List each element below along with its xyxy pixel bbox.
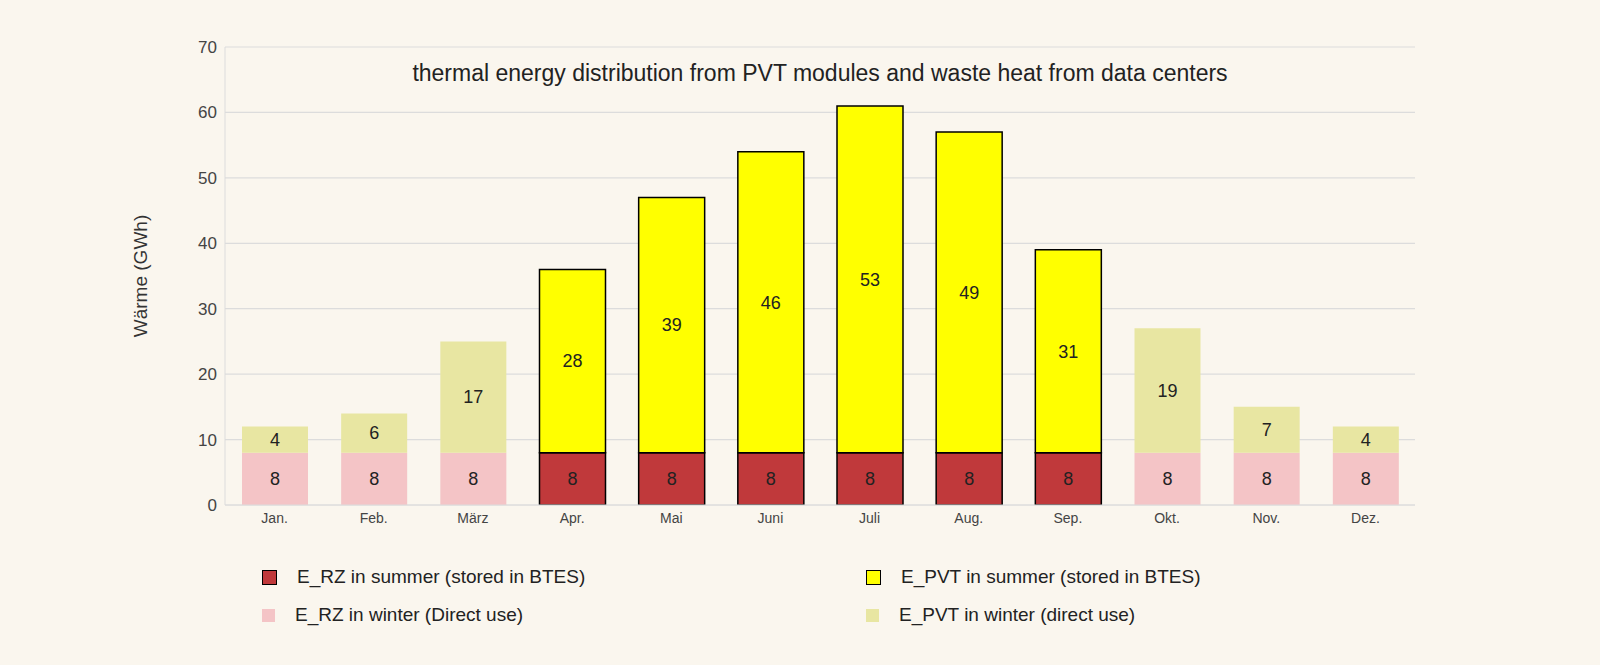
svg-text:8: 8 — [567, 469, 577, 489]
svg-text:Juli: Juli — [859, 510, 880, 526]
svg-text:53: 53 — [860, 270, 880, 290]
svg-text:60: 60 — [198, 103, 217, 122]
svg-text:8: 8 — [1063, 469, 1073, 489]
svg-text:49: 49 — [959, 283, 979, 303]
svg-text:8: 8 — [865, 469, 875, 489]
svg-text:Feb.: Feb. — [360, 510, 388, 526]
svg-text:8: 8 — [1162, 469, 1172, 489]
svg-text:70: 70 — [198, 38, 217, 57]
svg-text:46: 46 — [761, 293, 781, 313]
svg-text:28: 28 — [562, 351, 582, 371]
svg-text:6: 6 — [369, 423, 379, 443]
svg-text:Mai: Mai — [660, 510, 683, 526]
svg-text:8: 8 — [1361, 469, 1371, 489]
html-text:E_PVT in summer (stored in BTE: E_PVT in summer (stored in BTES) — [901, 566, 1201, 587]
svg-text:31: 31 — [1058, 342, 1078, 362]
svg-text:März: März — [457, 510, 488, 526]
svg-text:39: 39 — [662, 315, 682, 335]
svg-text:8: 8 — [468, 469, 478, 489]
svg-text:Dez.: Dez. — [1351, 510, 1380, 526]
svg-text:8: 8 — [369, 469, 379, 489]
html-text:E_RZ in summer (stored in BTES: E_RZ in summer (stored in BTES) — [297, 566, 586, 587]
svg-text:20: 20 — [198, 365, 217, 384]
svg-text:8: 8 — [270, 469, 280, 489]
svg-text:19: 19 — [1157, 381, 1177, 401]
svg-text:8: 8 — [667, 469, 677, 489]
svg-text:40: 40 — [198, 234, 217, 253]
html-text:E_RZ in winter (Direct use): E_RZ in winter (Direct use) — [295, 604, 524, 625]
svg-text:Juni: Juni — [758, 510, 784, 526]
svg-text:Apr.: Apr. — [560, 510, 585, 526]
svg-text:17: 17 — [463, 387, 483, 407]
svg-text:50: 50 — [198, 169, 217, 188]
svg-text:8: 8 — [964, 469, 974, 489]
svg-text:30: 30 — [198, 300, 217, 319]
svg-text:8: 8 — [1262, 469, 1272, 489]
svg-text:Nov.: Nov. — [1252, 510, 1280, 526]
svg-text:Sep.: Sep. — [1054, 510, 1083, 526]
svg-text:8: 8 — [766, 469, 776, 489]
svg-text:Jan.: Jan. — [261, 510, 287, 526]
svg-text:Aug.: Aug. — [954, 510, 983, 526]
svg-text:0: 0 — [208, 496, 217, 515]
svg-text:Wärme (GWh): Wärme (GWh) — [130, 215, 151, 337]
html-text:E_PVT in winter (direct use): E_PVT in winter (direct use) — [899, 604, 1136, 625]
svg-text:4: 4 — [270, 430, 280, 450]
svg-text:10: 10 — [198, 431, 217, 450]
svg-text:Okt.: Okt. — [1154, 510, 1180, 526]
svg-text:7: 7 — [1262, 420, 1272, 440]
svg-text:4: 4 — [1361, 430, 1371, 450]
html-text:thermal energy distribution fr: thermal energy distribution from PVT mod… — [412, 60, 1228, 86]
